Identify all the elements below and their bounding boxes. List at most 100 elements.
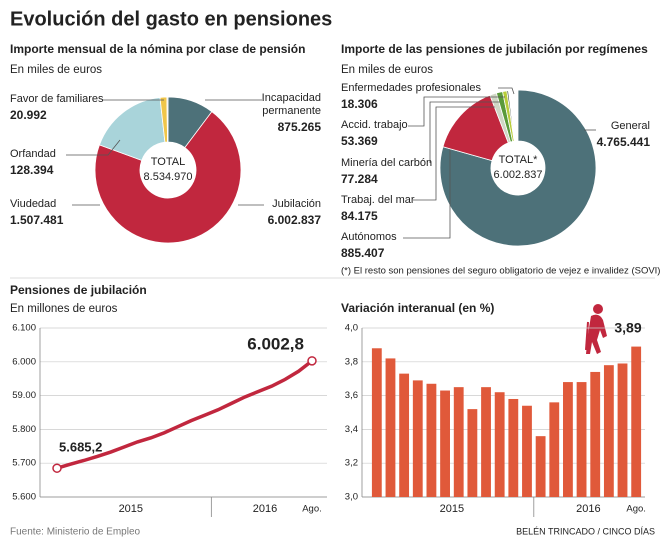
- bar: [549, 402, 560, 497]
- donut-hole: [491, 141, 545, 195]
- slice-label: Minería del carbón 77.284: [341, 157, 451, 186]
- bar: [590, 371, 601, 497]
- bar: [603, 365, 614, 497]
- leader-line: [413, 106, 495, 201]
- slice-name: Accid. trabajo: [341, 119, 408, 131]
- slice-value: 885.407: [341, 246, 385, 260]
- y-tick-label: 6.100: [12, 323, 36, 334]
- slice-value: 84.175: [341, 209, 378, 223]
- slice-name: Favor de familiares: [10, 93, 104, 105]
- slice-label: Favor de familiares 20.992: [10, 93, 130, 122]
- slice-name: Autónomos: [341, 231, 397, 243]
- line: [56, 359, 314, 470]
- slice-label: Trabaj. del mar 84.175: [341, 194, 441, 223]
- total-label: TOTAL*: [499, 154, 538, 166]
- total-value: 8.534.970: [144, 171, 193, 183]
- point: [52, 463, 62, 473]
- y-tick-label: 3,0: [345, 492, 358, 503]
- slice-name: Enfermedades profesionales: [341, 82, 482, 94]
- source: Fuente: Ministerio de Empleo: [10, 527, 141, 538]
- slice-label: Orfandad 128.394: [10, 148, 100, 177]
- bar: [440, 390, 450, 497]
- bar: [481, 387, 491, 497]
- y-tick-label: 3,2: [345, 458, 358, 469]
- x-group-label: 2015: [440, 503, 464, 515]
- x-group-label: 2016: [576, 503, 600, 515]
- slice-value: 20.992: [10, 108, 47, 122]
- bar: [467, 409, 478, 497]
- slice-label: Autónomos 885.407: [341, 231, 441, 260]
- bar: [453, 387, 464, 497]
- x-group-label: 2015: [119, 503, 143, 515]
- bar: [494, 392, 505, 497]
- bar: [617, 363, 628, 497]
- chart-title: Pensiones de jubilación: [10, 283, 147, 297]
- slice-name: Trabaj. del mar: [341, 194, 415, 206]
- chart-title: Importe mensual de la nómina por clase d…: [10, 42, 305, 56]
- bar: [508, 398, 519, 497]
- bar: [426, 383, 437, 497]
- y-tick-label: 3,8: [345, 356, 358, 367]
- bar: [631, 346, 642, 497]
- leader-line: [498, 87, 515, 95]
- slice-name: Viudedad: [10, 198, 57, 210]
- x-tick-label: Ago.: [626, 504, 646, 515]
- slice-value: 18.306: [341, 97, 378, 111]
- bar: [522, 405, 532, 497]
- point: [307, 356, 317, 366]
- slice-name: Minería del carbón: [341, 157, 433, 169]
- main-title: Evolución del gasto en pensiones: [10, 8, 332, 30]
- slice-value: 53.369: [341, 134, 378, 148]
- slice-name: Orfandad: [10, 148, 56, 160]
- slice-name: Jubilación: [272, 198, 321, 210]
- slice-label: General 4.765.441: [570, 120, 650, 149]
- chart-subtitle: En miles de euros: [10, 64, 102, 76]
- chart-title: Importe de las pensiones de jubilación p…: [341, 42, 648, 56]
- slice-name: General: [610, 120, 650, 132]
- slice-value: 6.002.837: [267, 213, 321, 227]
- bar: [563, 382, 573, 497]
- chart-subtitle: En miles de euros: [341, 64, 433, 76]
- leader-line: [408, 96, 505, 127]
- slice-label: Jubilación 6.002.837: [231, 198, 321, 227]
- slice-label: Accid. trabajo 53.369: [341, 119, 441, 148]
- slice-label: Incapacidad permanente 875.265: [251, 92, 321, 134]
- y-tick-label: 5.700: [12, 458, 36, 469]
- y-tick-label: 59.00: [12, 390, 36, 401]
- leader-line: [403, 150, 451, 239]
- slice-label: Viudedad 1.507.481: [10, 198, 100, 227]
- y-tick-label: 3,6: [345, 390, 358, 401]
- footnote: (*) El resto son pensiones del seguro ob…: [341, 266, 660, 277]
- x-group-label: 2016: [253, 503, 277, 515]
- donut-hole: [140, 142, 196, 198]
- slice-value: 1.507.481: [10, 213, 64, 227]
- value-label: 6.002,8: [247, 334, 304, 353]
- y-tick-label: 5.600: [12, 492, 36, 503]
- slice-label: Enfermedades profesionales 18.306: [341, 82, 491, 111]
- total-label: TOTAL: [151, 156, 185, 168]
- icon: [585, 304, 607, 354]
- bar: [385, 358, 396, 497]
- slice-value: 875.265: [277, 120, 321, 134]
- chart-title: Variación interanual (en %): [341, 301, 494, 315]
- slice-value: 4.765.441: [596, 135, 650, 149]
- total-value: 6.002.837: [494, 169, 543, 181]
- y-tick-label: 5.800: [12, 424, 36, 435]
- slice-value: 128.394: [10, 163, 54, 177]
- y-tick-label: 3,4: [345, 424, 358, 435]
- y-tick-label: 6.000: [12, 356, 36, 367]
- value-label: 5.685,2: [59, 440, 102, 455]
- y-tick-label: 4,0: [345, 323, 358, 334]
- slice-name: Incapacidad permanente: [261, 92, 321, 117]
- credit: BELÉN TRINCADO / CINCO DÍAS: [516, 526, 655, 536]
- bar: [371, 348, 382, 497]
- bar: [576, 382, 587, 497]
- bar: [412, 380, 423, 497]
- x-tick-label: Ago.: [302, 504, 322, 515]
- slice-value: 77.284: [341, 172, 378, 186]
- bar: [399, 373, 410, 497]
- chart-subtitle: En millones de euros: [10, 303, 118, 315]
- leader-line: [66, 139, 121, 156]
